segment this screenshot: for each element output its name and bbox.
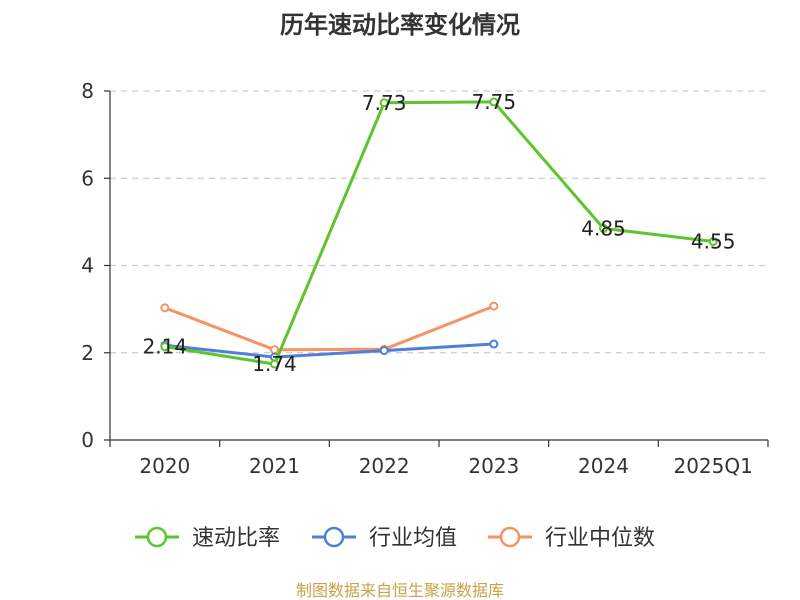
series-line: [164, 100, 714, 366]
data-label: 1.74: [252, 352, 297, 376]
grid-lines: [110, 90, 768, 354]
data-point: [379, 346, 389, 356]
data-point: [489, 301, 499, 311]
data-point: [160, 303, 170, 313]
y-tick-label: 2: [81, 341, 94, 365]
x-tick-label: 2025Q1: [673, 454, 752, 478]
legend-swatch-marker: [146, 526, 168, 548]
x-tick-label: 2023: [468, 454, 519, 478]
legend-swatch-marker: [499, 526, 521, 548]
legend-label: 行业中位数: [545, 526, 655, 551]
legend-item-1: 行业均值: [312, 526, 457, 551]
legend-swatch-marker: [323, 526, 345, 548]
legend: 速动比率 行业均值 行业中位数: [135, 526, 655, 551]
data-point: [708, 237, 718, 247]
y-tick-label: 0: [81, 428, 94, 452]
data-labels: 2.14 1.74 7.73 7.75 4.85 4.55: [143, 90, 736, 376]
data-label: 7.73: [362, 91, 407, 115]
series-layer: 2.14 1.74 7.73 7.75 4.85 4.55: [143, 90, 736, 376]
x-tick-label: 2022: [359, 454, 410, 478]
series-0: [160, 97, 718, 369]
data-point: [599, 223, 608, 233]
x-tick-label: 2021: [249, 454, 300, 478]
legend-item-0: 速动比率: [135, 526, 280, 551]
data-label: 4.55: [691, 230, 736, 254]
data-point: [160, 342, 170, 352]
data-point: [270, 359, 279, 369]
y-tick-label: 6: [81, 166, 94, 190]
legend-label: 速动比率: [192, 526, 280, 551]
source-note: 制图数据来自恒生聚源数据库: [296, 581, 504, 600]
legend-label: 行业均值: [369, 526, 457, 551]
x-tick-label: 2020: [139, 454, 190, 478]
chart-title: 历年速动比率变化情况: [280, 11, 520, 39]
x-tick-label: 2024: [578, 454, 629, 478]
y-tick-label: 4: [81, 254, 94, 278]
data-label: 4.85: [581, 216, 626, 240]
series-line: [164, 304, 495, 352]
data-point: [379, 98, 389, 108]
series-line: [164, 342, 494, 359]
data-label: 2.14: [143, 335, 188, 359]
axes: 0 2 4 6 8 2020 2021 2022 2023 2024 2025Q1: [81, 79, 769, 478]
data-point: [489, 339, 499, 349]
data-point: [489, 97, 499, 107]
legend-item-2: 行业中位数: [488, 526, 655, 551]
data-label: 7.75: [472, 90, 517, 114]
y-tick-label: 8: [81, 79, 94, 103]
